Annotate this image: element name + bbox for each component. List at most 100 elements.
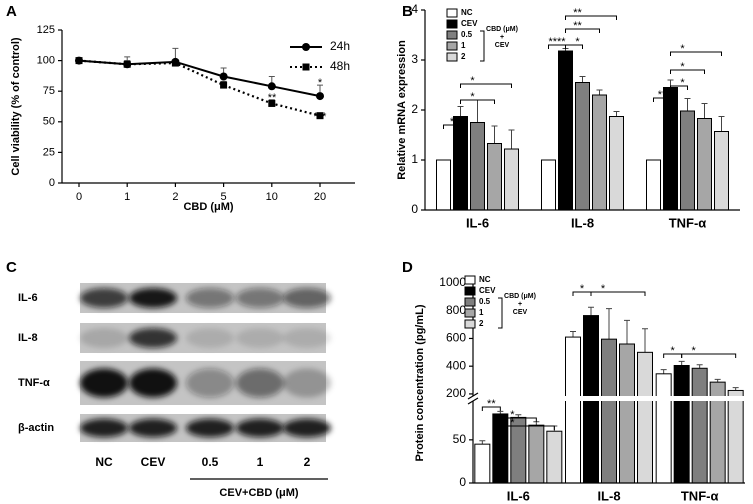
legend-label: 1 <box>479 308 484 317</box>
x-tick-label: 2 <box>172 191 178 203</box>
category-label: IL-6 <box>507 488 530 503</box>
significance-bracket <box>670 51 722 56</box>
bar <box>504 148 519 211</box>
legend-label: CEV <box>479 286 496 295</box>
significance: * <box>510 417 515 429</box>
error-bar <box>718 116 725 132</box>
x-tick-label: 5 <box>221 191 227 203</box>
legend-label: 2 <box>479 319 484 328</box>
point <box>219 72 228 81</box>
legend-label: NC <box>461 8 473 17</box>
significance: * <box>671 345 676 357</box>
blot-band <box>236 328 284 348</box>
break-mark <box>467 397 479 405</box>
blot-row-label: IL-8 <box>18 332 38 344</box>
legend-marker <box>302 63 310 71</box>
category-label: IL-6 <box>466 215 489 230</box>
y-tick-label: 50 <box>43 116 55 128</box>
significance-bracket <box>670 85 688 90</box>
category-label: TNF-α <box>681 488 719 503</box>
blot-band <box>129 368 177 398</box>
legend-bracket <box>480 30 485 62</box>
bar <box>546 430 563 484</box>
series-line <box>78 59 321 117</box>
y-tick-label: 25 <box>43 146 55 158</box>
significance-bracket <box>565 44 583 49</box>
blot-band <box>80 288 128 308</box>
error-bar <box>588 306 594 316</box>
bar <box>619 343 635 484</box>
y-tick-label: 50 <box>453 432 467 446</box>
blot-band <box>80 328 128 348</box>
axis-break-gap <box>467 396 745 401</box>
y-axis-label: Relative mRNA expression <box>396 40 408 180</box>
error-bar <box>596 89 603 95</box>
y-tick-label: 75 <box>43 85 55 97</box>
blot-band <box>186 288 234 308</box>
blot-band <box>283 328 331 348</box>
blot-band <box>129 328 177 348</box>
legend-group-label: CBD (μM) <box>504 293 536 300</box>
blot-band <box>186 328 234 348</box>
point <box>267 82 276 91</box>
y-tick-label: 100 <box>37 55 55 67</box>
error-bar <box>491 125 498 144</box>
legend-label: 2 <box>461 52 466 61</box>
y-tick-label: 3 <box>411 52 418 66</box>
bar <box>487 143 502 211</box>
legend-group-label: CBD (μM) <box>486 26 518 33</box>
y-tick-label: 0 <box>49 177 55 189</box>
error-bar <box>642 328 648 353</box>
panel-label: A <box>6 3 17 20</box>
bar <box>663 87 678 211</box>
bar <box>470 122 485 211</box>
error-bar <box>474 99 481 123</box>
blot-row-label: β-actin <box>18 422 54 434</box>
significance: * <box>318 77 323 89</box>
bar <box>474 443 491 484</box>
point <box>123 60 131 68</box>
category-label: IL-8 <box>571 215 594 230</box>
significance: ** <box>658 89 667 101</box>
point <box>316 112 324 120</box>
error-bar <box>613 111 620 117</box>
blot-lane-label: CEV <box>141 455 166 469</box>
bar <box>436 159 451 211</box>
legend-swatch <box>464 308 476 318</box>
significance-bracket <box>460 83 512 88</box>
legend-swatch <box>446 30 458 40</box>
panel-label: C <box>6 259 17 276</box>
significance-bracket <box>460 99 495 104</box>
y-tick-label: 4 <box>411 2 418 16</box>
bar <box>655 373 672 484</box>
significance-bracket <box>653 97 671 102</box>
blot-band <box>129 288 177 308</box>
error-bar <box>701 103 708 119</box>
legend-swatch <box>446 41 458 51</box>
bar <box>558 50 573 211</box>
point <box>220 81 228 89</box>
significance-bracket <box>499 425 555 430</box>
bar <box>528 424 545 484</box>
significance-bracket <box>565 28 600 33</box>
bar <box>691 367 708 484</box>
significance: *** <box>314 111 328 123</box>
significance: * <box>601 283 606 295</box>
error-bar <box>606 308 612 340</box>
blot-band <box>283 288 331 308</box>
significance: * <box>270 82 275 94</box>
error-bar <box>570 331 576 338</box>
error-bar <box>579 76 586 83</box>
error-bar <box>457 106 464 117</box>
blot-band <box>236 368 284 398</box>
legend-label: 48h <box>330 59 350 73</box>
error-bar <box>508 129 515 149</box>
bar <box>453 116 468 211</box>
significance-bracket <box>670 69 705 74</box>
legend-label: CEV <box>461 19 478 28</box>
x-tick-label: 0 <box>76 191 82 203</box>
y-tick-label: 0 <box>459 475 466 489</box>
legend-swatch <box>446 19 458 29</box>
